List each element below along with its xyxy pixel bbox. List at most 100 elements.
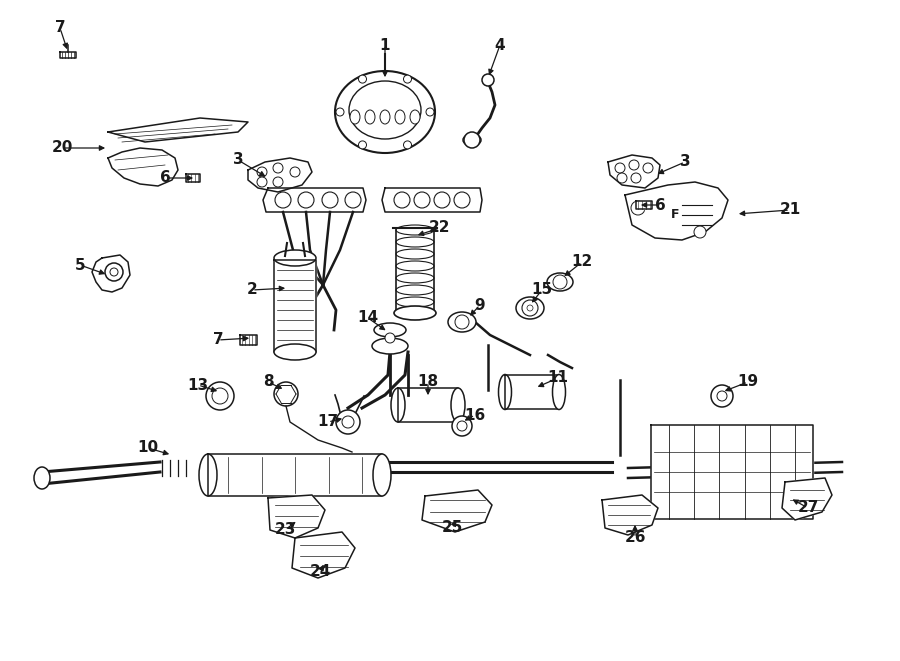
Ellipse shape	[396, 273, 434, 283]
Text: 1: 1	[380, 38, 391, 52]
Circle shape	[457, 421, 467, 431]
Polygon shape	[268, 495, 325, 538]
Circle shape	[336, 108, 344, 116]
Text: 26: 26	[625, 531, 646, 545]
Circle shape	[617, 173, 627, 183]
Circle shape	[643, 163, 653, 173]
Polygon shape	[92, 255, 130, 292]
Ellipse shape	[274, 344, 316, 360]
Circle shape	[482, 74, 494, 86]
Circle shape	[527, 305, 533, 311]
Text: 27: 27	[797, 500, 819, 516]
Text: 18: 18	[418, 375, 438, 389]
Text: 7: 7	[212, 332, 223, 348]
Ellipse shape	[499, 375, 511, 410]
Polygon shape	[398, 388, 458, 422]
Ellipse shape	[516, 297, 544, 319]
Ellipse shape	[391, 388, 405, 422]
Text: 10: 10	[138, 440, 158, 455]
Polygon shape	[602, 495, 658, 535]
Circle shape	[212, 388, 228, 404]
Ellipse shape	[448, 312, 476, 332]
Ellipse shape	[394, 306, 436, 320]
Ellipse shape	[365, 110, 375, 124]
Circle shape	[345, 192, 361, 208]
Polygon shape	[782, 478, 832, 520]
Text: 11: 11	[547, 371, 569, 385]
Polygon shape	[292, 532, 355, 578]
Text: 6: 6	[159, 171, 170, 186]
Circle shape	[257, 167, 267, 177]
Text: 8: 8	[263, 375, 274, 389]
Ellipse shape	[396, 285, 434, 295]
Text: 7: 7	[55, 20, 66, 36]
Ellipse shape	[547, 273, 573, 291]
Circle shape	[452, 416, 472, 436]
Circle shape	[454, 192, 470, 208]
Text: 6: 6	[654, 198, 665, 212]
Circle shape	[711, 385, 733, 407]
Text: 15: 15	[531, 282, 553, 297]
Circle shape	[273, 177, 283, 187]
Circle shape	[290, 167, 300, 177]
Ellipse shape	[34, 467, 50, 489]
Circle shape	[110, 268, 118, 276]
Text: 17: 17	[318, 414, 338, 430]
Text: 19: 19	[737, 375, 759, 389]
Text: 9: 9	[474, 297, 485, 313]
Text: 22: 22	[429, 221, 451, 235]
Circle shape	[358, 141, 366, 149]
Polygon shape	[186, 174, 200, 182]
Circle shape	[615, 163, 625, 173]
Circle shape	[434, 192, 450, 208]
Polygon shape	[505, 375, 559, 409]
Text: 25: 25	[441, 520, 463, 535]
Text: 21: 21	[779, 202, 801, 217]
Polygon shape	[636, 201, 652, 209]
Text: 2: 2	[247, 282, 257, 297]
Text: 24: 24	[310, 564, 330, 580]
Circle shape	[394, 192, 410, 208]
Ellipse shape	[380, 110, 390, 124]
Ellipse shape	[396, 249, 434, 259]
Text: 3: 3	[233, 153, 243, 167]
Ellipse shape	[396, 297, 434, 307]
Ellipse shape	[199, 454, 217, 496]
Circle shape	[426, 108, 434, 116]
Polygon shape	[263, 188, 366, 212]
Circle shape	[403, 141, 411, 149]
Circle shape	[629, 160, 639, 170]
Ellipse shape	[410, 110, 420, 124]
Text: 4: 4	[495, 38, 505, 52]
Circle shape	[553, 275, 567, 289]
Ellipse shape	[396, 225, 434, 235]
Text: 5: 5	[75, 258, 86, 272]
Circle shape	[257, 177, 267, 187]
Circle shape	[717, 391, 727, 401]
Polygon shape	[274, 260, 316, 352]
Polygon shape	[108, 118, 248, 142]
Text: 13: 13	[187, 377, 209, 393]
Text: 3: 3	[680, 155, 690, 169]
Circle shape	[455, 315, 469, 329]
Polygon shape	[608, 155, 660, 188]
Circle shape	[322, 192, 338, 208]
Circle shape	[206, 382, 234, 410]
Circle shape	[105, 263, 123, 281]
Text: 20: 20	[51, 141, 73, 155]
Ellipse shape	[395, 110, 405, 124]
Circle shape	[385, 333, 395, 343]
Circle shape	[522, 300, 538, 316]
Circle shape	[336, 410, 360, 434]
Circle shape	[342, 416, 354, 428]
Circle shape	[414, 192, 430, 208]
Ellipse shape	[396, 237, 434, 247]
Circle shape	[631, 173, 641, 183]
Polygon shape	[208, 454, 382, 496]
Circle shape	[464, 132, 480, 148]
Ellipse shape	[349, 81, 421, 139]
Circle shape	[358, 75, 366, 83]
Circle shape	[631, 201, 645, 215]
Circle shape	[403, 75, 411, 83]
Polygon shape	[422, 490, 492, 532]
